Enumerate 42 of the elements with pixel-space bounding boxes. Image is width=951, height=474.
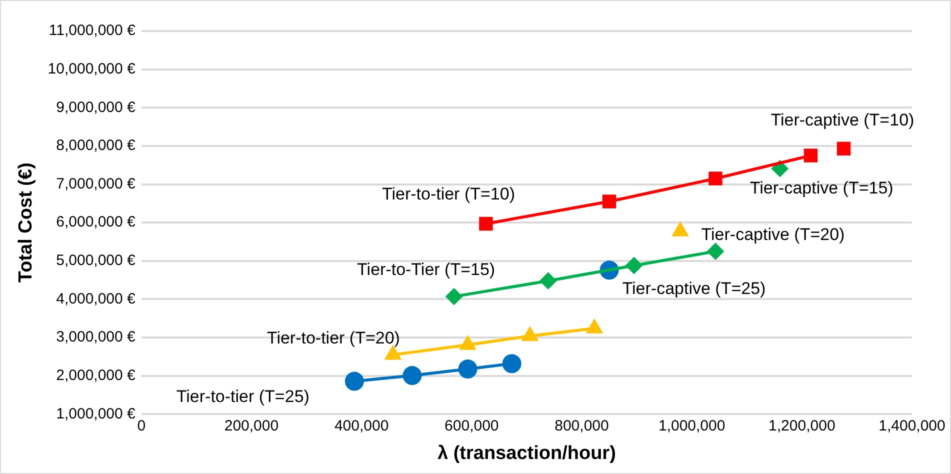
y-tick-label: 8,000,000 €: [56, 137, 136, 154]
point: [479, 216, 493, 231]
x-tick-label: 200,000: [224, 417, 279, 434]
point: [706, 242, 724, 260]
x-tick-label: 0: [137, 417, 146, 434]
x-tick-label: 800,000: [554, 417, 609, 434]
annotation: Tier-to-tier (T=10): [382, 184, 515, 204]
point: [804, 148, 818, 162]
y-tick-label: 3,000,000 €: [56, 328, 136, 346]
annotation: Tier-to-Tier (T=15): [357, 260, 496, 280]
annotation: Tier-captive (T=15): [750, 178, 894, 198]
point: [540, 272, 557, 290]
point: [344, 372, 364, 391]
y-axis-title: Total Cost (€): [16, 162, 37, 283]
point: [402, 366, 422, 385]
x-axis-title: λ (transaction/hour): [437, 442, 616, 464]
annotation: Tier-captive (T=10): [770, 110, 914, 130]
annotation: Tier-captive (T=25): [622, 278, 766, 298]
x-tick-label: 400,000: [334, 417, 389, 434]
point: [626, 257, 643, 274]
point: [602, 194, 616, 208]
point: [502, 354, 522, 374]
point: [446, 288, 463, 306]
y-tick-label: 9,000,000 €: [56, 98, 136, 116]
point: [836, 142, 851, 156]
y-tick-label: 2,000,000 €: [56, 367, 136, 384]
point: [458, 359, 478, 378]
x-tick-label: 1,400,000: [878, 417, 946, 434]
y-tick-label: 1,000,000 €: [56, 405, 136, 422]
x-tick-label: 600,000: [444, 417, 499, 434]
y-tick-label: 10,000,000 €: [48, 60, 136, 78]
y-tick-label: 7,000,000 €: [56, 175, 136, 192]
point: [708, 172, 722, 186]
x-tick-label: 1,200,000: [768, 417, 836, 434]
y-tick-label: 5,000,000 €: [56, 252, 136, 270]
annotation: Tier-to-tier (T=25): [176, 386, 310, 406]
y-tick-label: 4,000,000 €: [56, 290, 136, 308]
x-tick-label: 1,000,000: [658, 417, 726, 434]
annotation: Tier-captive (T=20): [701, 225, 845, 244]
y-tick-label: 11,000,000 €: [48, 22, 136, 40]
annotation: Tier-to-tier (T=20): [266, 328, 400, 348]
y-tick-label: 6,000,000 €: [56, 214, 136, 231]
